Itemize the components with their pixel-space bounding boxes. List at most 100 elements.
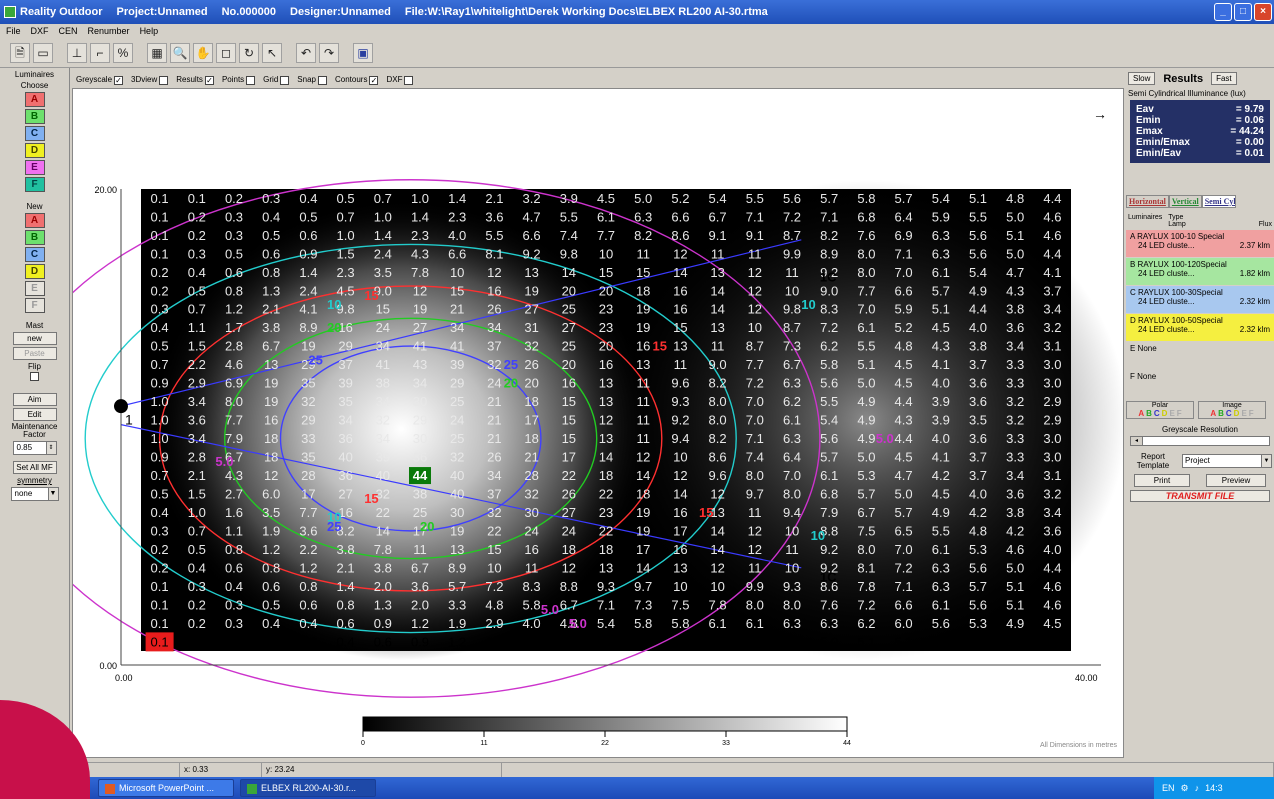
choose-e-button[interactable]: E [24, 160, 45, 175]
illuminance-value: 10 [673, 450, 687, 465]
close-button[interactable]: × [1254, 3, 1272, 21]
menu-renumber[interactable]: Renumber [87, 26, 130, 36]
aim-button[interactable]: Aim [12, 393, 57, 406]
tab-horizontal[interactable]: Horizontal [1126, 195, 1169, 208]
maintenance-factor-input[interactable]: 0.85 ⇕ [12, 441, 57, 455]
choose-d-button[interactable]: D [24, 143, 45, 158]
image-select-e[interactable]: E [1241, 409, 1247, 418]
menu-dxf[interactable]: DXF [30, 26, 49, 36]
undo-icon[interactable]: ↶ [296, 42, 316, 63]
rotate-icon[interactable]: ↻ [239, 42, 259, 63]
image-select-d[interactable]: D [1233, 409, 1240, 418]
checkbox[interactable] [159, 75, 169, 85]
luminaire-row[interactable]: D RAYLUX 100-50Special 24 LED cluste... 2.… [1126, 314, 1274, 341]
choose-a-button[interactable]: A [24, 92, 45, 107]
luminaire-row[interactable]: E None [1126, 342, 1274, 369]
minimize-button[interactable]: _ [1214, 3, 1232, 21]
checkbox[interactable] [280, 75, 290, 85]
image-select-c[interactable]: C [1225, 409, 1232, 418]
checkbox[interactable]: ✓ [114, 75, 124, 85]
layout-icon[interactable]: ▭ [33, 42, 53, 63]
checkbox[interactable] [404, 75, 414, 85]
plot-canvas[interactable]: 0.1 0.1 0.2 0.3 0.4 0.5 0.7 1.0 1.4 2.1 3.2 3.9 4.5 5… [0, 88, 1127, 758]
polar-select-a[interactable]: A [1138, 409, 1145, 418]
percent-tool-icon[interactable]: % [113, 42, 133, 63]
maximize-button[interactable]: □ [1234, 3, 1252, 21]
transmit-file-button[interactable]: TRANSMIT FILE [1130, 490, 1270, 502]
checkbox[interactable]: ✓ [369, 75, 379, 85]
luminaire-row[interactable]: F None [1126, 370, 1274, 397]
edit-button[interactable]: Edit [12, 408, 57, 421]
flip-checkbox[interactable] [30, 372, 39, 381]
slow-button[interactable]: Slow [1128, 72, 1156, 85]
polar-select-b[interactable]: B [1146, 409, 1152, 418]
pan-icon[interactable]: ✋ [193, 42, 213, 63]
redo-icon[interactable]: ↷ [319, 42, 339, 63]
illuminance-value: 5.1 [857, 634, 875, 649]
slider-left-icon[interactable]: ◂ [1131, 437, 1143, 445]
new-d-button[interactable]: D [24, 264, 45, 279]
pointer-icon[interactable]: ↖ [262, 42, 282, 63]
zoom-icon[interactable]: 🔍 [170, 42, 190, 63]
option-greyscale[interactable]: Greyscale ✓ [76, 75, 124, 85]
option-dxf[interactable]: DXF [386, 75, 414, 85]
tab-semi-cylindrical[interactable]: Semi Cyl [1201, 195, 1236, 208]
calc-icon[interactable]: ▦ [147, 42, 167, 63]
checkbox[interactable]: ✓ [204, 75, 214, 85]
option-contours[interactable]: Contours ✓ [335, 75, 379, 85]
polar-select-e[interactable]: E [1169, 409, 1175, 418]
polar-select-d[interactable]: D [1161, 409, 1168, 418]
choose-f-button[interactable]: F [24, 177, 45, 192]
checkbox[interactable] [317, 75, 327, 85]
mast-tool-icon[interactable]: ⊥ [67, 42, 87, 63]
chevron-down-icon[interactable]: ▼ [47, 488, 58, 500]
luminaire-row[interactable]: C RAYLUX 100-30Special 24 LED cluste... 2.… [1126, 286, 1274, 313]
polar-select-f[interactable]: F [1176, 409, 1182, 418]
new-b-button[interactable]: B [24, 230, 45, 245]
new-a-button[interactable]: A [24, 213, 45, 228]
illuminance-value: 4.9 [709, 634, 727, 649]
taskbar-powerpoint[interactable]: Microsoft PowerPoint ... [98, 779, 234, 797]
preview-button[interactable]: Preview [1206, 474, 1266, 487]
greyscale-resolution-slider[interactable]: ◂ [1130, 436, 1270, 446]
option-results[interactable]: Results ✓ [176, 75, 214, 85]
window-icon[interactable]: ▣ [353, 42, 373, 63]
paste-button[interactable]: Paste [12, 347, 57, 360]
option-3dview[interactable]: 3Dview [131, 75, 169, 85]
choose-b-button[interactable]: B [24, 109, 45, 124]
checkbox[interactable] [246, 75, 256, 85]
option-points[interactable]: Points [222, 75, 256, 85]
menu-cen[interactable]: CEN [58, 26, 78, 36]
new-c-button[interactable]: C [24, 247, 45, 262]
report-template-select[interactable]: Project ▼ [1182, 454, 1272, 468]
new-f-button[interactable]: F [24, 298, 45, 313]
option-snap[interactable]: Snap [297, 75, 327, 85]
language-indicator[interactable]: EN [1162, 783, 1175, 793]
image-select-a[interactable]: A [1210, 409, 1217, 418]
menu-help[interactable]: Help [139, 26, 159, 36]
image-select-f[interactable]: F [1248, 409, 1254, 418]
angle-tool-icon[interactable]: ⌐ [90, 42, 110, 63]
taskbar-reality[interactable]: ELBEX RL200-AI-30.r... [240, 779, 376, 797]
polar-select-c[interactable]: C [1153, 409, 1160, 418]
illuminance-value: 0.3 [151, 302, 169, 317]
symmetry-select[interactable]: none ▼ [10, 487, 59, 501]
image-select-b[interactable]: B [1218, 409, 1224, 418]
volume-icon[interactable]: ♪ [1194, 783, 1200, 793]
new-mast-button[interactable]: new [12, 332, 57, 345]
select-rect-icon[interactable]: ◻ [216, 42, 236, 63]
fast-button[interactable]: Fast [1211, 72, 1237, 85]
stepper-icon[interactable]: ⇕ [45, 442, 56, 454]
chevron-down-icon[interactable]: ▼ [1261, 455, 1271, 467]
choose-c-button[interactable]: C [24, 126, 45, 141]
print-button[interactable]: Print [1134, 474, 1190, 487]
open-icon[interactable]: 🗎 [10, 42, 30, 63]
new-e-button[interactable]: E [24, 281, 45, 296]
menu-file[interactable]: File [6, 26, 21, 36]
tab-vertical[interactable]: Vertical [1168, 195, 1202, 208]
luminaire-row[interactable]: A RAYLUX 100-10 Special 24 LED cluste... 2… [1126, 230, 1274, 257]
option-grid[interactable]: Grid [263, 75, 290, 85]
set-all-mf-button[interactable]: Set All MF [12, 461, 57, 474]
network-icon[interactable]: ⚙ [1180, 782, 1189, 793]
luminaire-row[interactable]: B RAYLUX 100-120Special 24 LED cluste... 1… [1126, 258, 1274, 285]
